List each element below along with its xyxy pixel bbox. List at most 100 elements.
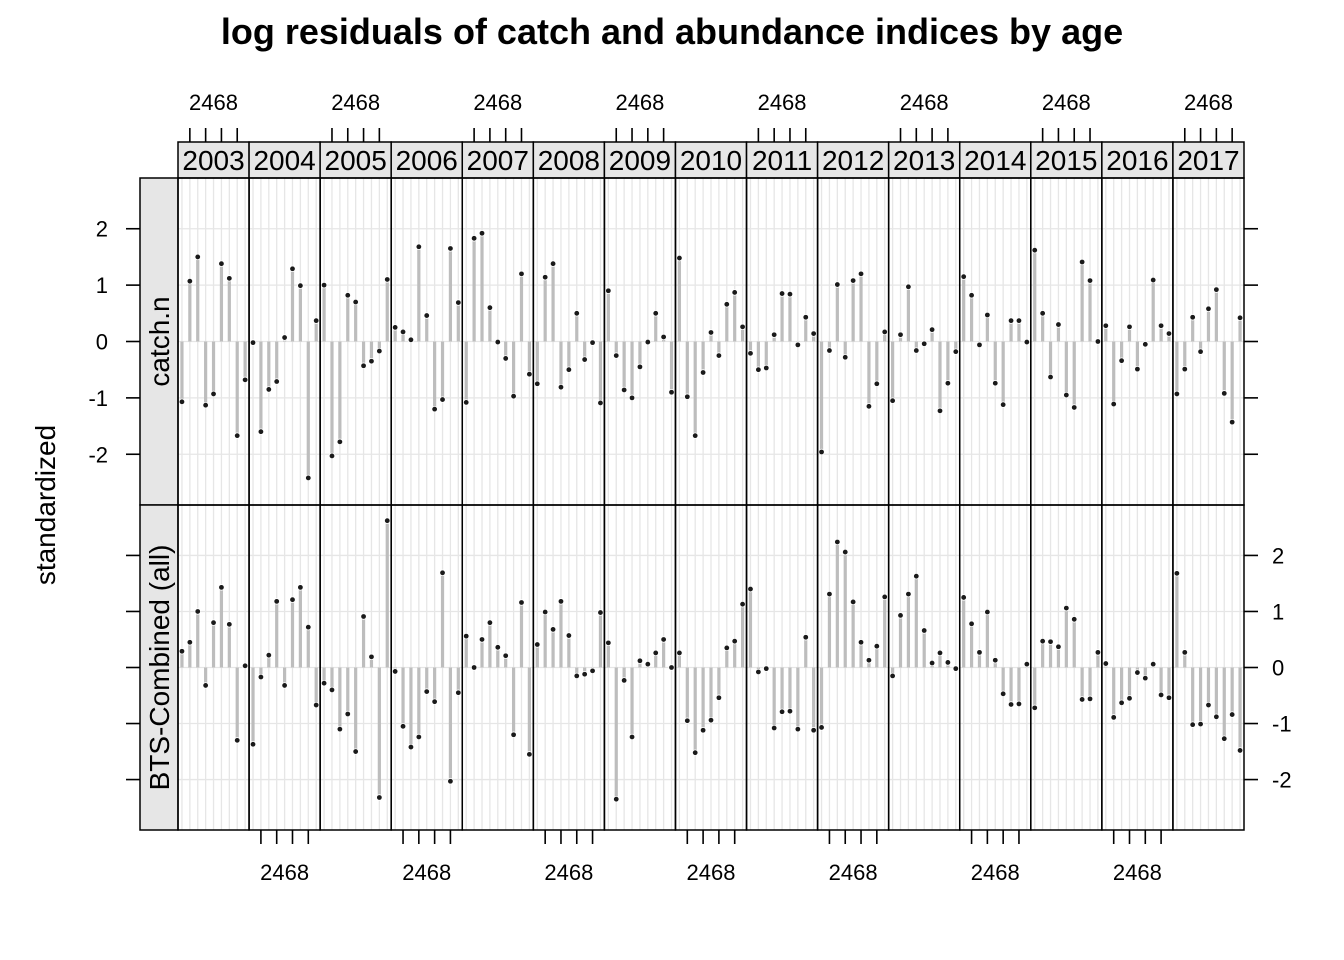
residual-point <box>431 405 438 413</box>
residual-point <box>834 538 841 546</box>
residual-point <box>1181 649 1188 656</box>
residual-point <box>944 659 952 666</box>
residual-point <box>194 608 201 615</box>
residual-point <box>360 362 367 369</box>
panel-grid: 2003 2004 2005 2006 2007 2008 2009 2010 2011 2012… <box>88 90 1291 885</box>
residual-point <box>218 584 225 591</box>
residual-point <box>1197 348 1204 355</box>
residual-point <box>699 727 707 734</box>
residual-point <box>794 725 802 733</box>
residual-point <box>328 452 336 460</box>
residual-point <box>628 394 636 402</box>
residual-point <box>534 380 541 387</box>
residual-point <box>226 275 233 282</box>
residual-point <box>676 649 683 657</box>
residual-point <box>1149 276 1157 284</box>
residual-point <box>652 310 659 317</box>
y-tick-label: -1 <box>1272 712 1292 737</box>
residual-point <box>399 723 407 730</box>
residual-point <box>1031 704 1038 712</box>
residual-point <box>715 352 723 359</box>
residual-point <box>1213 286 1220 293</box>
x-tick-label: 2468 <box>473 90 522 115</box>
residual-point <box>1149 660 1157 668</box>
residual-point <box>455 689 462 696</box>
residual-point <box>431 698 438 705</box>
residual-point <box>249 741 257 748</box>
residual-point <box>620 677 628 684</box>
residual-point <box>241 662 249 670</box>
residual-point <box>447 245 454 252</box>
residual-point <box>684 717 691 724</box>
y-tick-label: 0 <box>96 330 108 355</box>
residual-point <box>952 665 959 672</box>
residual-point <box>999 401 1007 408</box>
residual-point <box>1015 700 1023 708</box>
residual-point <box>1181 365 1188 373</box>
residual-point <box>897 612 904 619</box>
residual-point <box>1213 713 1220 721</box>
residual-point <box>257 428 265 435</box>
residual-point <box>352 298 359 306</box>
residual-point <box>763 364 770 372</box>
row-strip <box>139 177 179 506</box>
residual-point <box>226 621 233 628</box>
residual-point <box>684 393 691 400</box>
residual-point <box>399 328 407 336</box>
residual-point <box>1071 404 1078 411</box>
residual-point <box>344 292 351 299</box>
residual-point <box>407 336 415 344</box>
x-tick-label: 2468 <box>402 860 451 885</box>
residual-point <box>368 653 375 661</box>
residual-point <box>889 397 896 404</box>
residual-point <box>415 733 423 741</box>
residual-point <box>281 682 288 689</box>
y-tick-label: 2 <box>1272 543 1284 568</box>
residual-point <box>605 287 612 294</box>
residual-point <box>786 708 794 715</box>
residual-point <box>1063 604 1070 612</box>
residual-point <box>289 265 296 272</box>
residual-point <box>1236 314 1244 322</box>
year-strip <box>1030 141 1103 179</box>
residual-point <box>1157 322 1165 329</box>
residual-point <box>1118 699 1125 707</box>
residual-point <box>1126 323 1133 331</box>
residual-point <box>707 716 715 724</box>
residual-point <box>952 348 959 355</box>
residual-point <box>186 639 194 646</box>
residual-point <box>699 369 707 376</box>
residual-point <box>905 590 912 598</box>
residual-point <box>976 341 983 349</box>
residual-point <box>486 619 494 626</box>
residual-point <box>849 598 857 606</box>
y-tick-label: 2 <box>96 217 108 242</box>
residual-point <box>865 403 873 410</box>
residual-point <box>1142 341 1149 348</box>
residual-point <box>1134 669 1141 676</box>
y-tick-label: -1 <box>88 386 108 411</box>
residual-point <box>628 733 636 741</box>
residual-point <box>984 608 991 616</box>
residual-point <box>526 371 533 378</box>
x-tick-label: 2468 <box>1042 90 1091 115</box>
x-tick-label: 2468 <box>829 860 878 885</box>
residual-point <box>1047 638 1054 645</box>
year-strip-label: 2004 <box>253 145 315 176</box>
residual-point <box>976 649 983 656</box>
residual-point <box>873 643 881 650</box>
residual-point <box>178 398 186 406</box>
residual-point <box>415 243 423 250</box>
residual-point <box>1078 258 1086 266</box>
y-tick-label: 1 <box>1272 599 1284 624</box>
residual-point <box>636 657 644 664</box>
residual-point <box>1063 391 1070 399</box>
residual-point <box>470 235 478 242</box>
residual-point <box>423 688 430 695</box>
residual-point <box>778 708 786 715</box>
residual-point <box>494 338 501 346</box>
residual-point <box>668 664 675 671</box>
residual-point <box>1165 694 1173 701</box>
residual-point <box>320 281 328 289</box>
residual-point <box>336 725 344 733</box>
